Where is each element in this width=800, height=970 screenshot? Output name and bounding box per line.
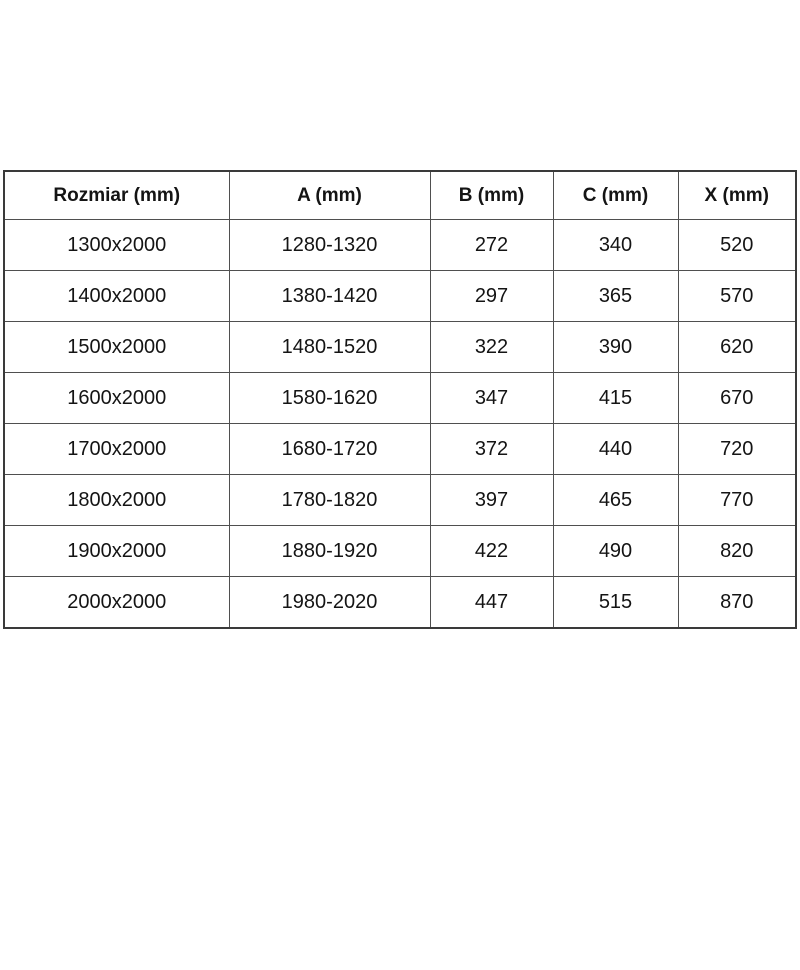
table-cell: 2000x2000 bbox=[3, 576, 230, 629]
table-cell: 570 bbox=[677, 270, 797, 322]
table-cell: 422 bbox=[429, 525, 554, 577]
table-row: 1500x2000 1480-1520 322 390 620 bbox=[3, 321, 797, 373]
table-cell: 1380-1420 bbox=[228, 270, 431, 322]
table-row: 1300x2000 1280-1320 272 340 520 bbox=[3, 219, 797, 271]
column-header: B (mm) bbox=[429, 170, 554, 220]
table-row: 1600x2000 1580-1620 347 415 670 bbox=[3, 372, 797, 424]
table-cell: 1680-1720 bbox=[228, 423, 431, 475]
table-cell: 1900x2000 bbox=[3, 525, 230, 577]
table-cell: 1600x2000 bbox=[3, 372, 230, 424]
table-cell: 297 bbox=[429, 270, 554, 322]
table-cell: 1480-1520 bbox=[228, 321, 431, 373]
table-cell: 1700x2000 bbox=[3, 423, 230, 475]
table-cell: 490 bbox=[552, 525, 679, 577]
size-chart-table: Rozmiar (mm) A (mm) B (mm) C (mm) X (mm) 130… bbox=[3, 170, 797, 629]
table-row: 1900x2000 1880-1920 422 490 820 bbox=[3, 525, 797, 577]
table-cell: 322 bbox=[429, 321, 554, 373]
table-cell: 272 bbox=[429, 219, 554, 271]
table-header: Rozmiar (mm) A (mm) B (mm) C (mm) X (mm) bbox=[3, 170, 797, 220]
table-cell: 365 bbox=[552, 270, 679, 322]
header-row: Rozmiar (mm) A (mm) B (mm) C (mm) X (mm) bbox=[3, 170, 797, 220]
table-cell: 372 bbox=[429, 423, 554, 475]
table-cell: 1400x2000 bbox=[3, 270, 230, 322]
table-row: 1700x2000 1680-1720 372 440 720 bbox=[3, 423, 797, 475]
table-cell: 720 bbox=[677, 423, 797, 475]
table-cell: 1780-1820 bbox=[228, 474, 431, 526]
table-cell: 770 bbox=[677, 474, 797, 526]
table-cell: 347 bbox=[429, 372, 554, 424]
table-cell: 870 bbox=[677, 576, 797, 629]
column-header: X (mm) bbox=[677, 170, 797, 220]
table-body: 1300x2000 1280-1320 272 340 520 1400x2000 1380… bbox=[3, 219, 797, 629]
table-cell: 1300x2000 bbox=[3, 219, 230, 271]
table-cell: 670 bbox=[677, 372, 797, 424]
table-cell: 447 bbox=[429, 576, 554, 629]
table-cell: 415 bbox=[552, 372, 679, 424]
table-cell: 1880-1920 bbox=[228, 525, 431, 577]
table-cell: 1800x2000 bbox=[3, 474, 230, 526]
table-cell: 465 bbox=[552, 474, 679, 526]
table-row: 1400x2000 1380-1420 297 365 570 bbox=[3, 270, 797, 322]
column-header: A (mm) bbox=[228, 170, 431, 220]
table-cell: 820 bbox=[677, 525, 797, 577]
table-cell: 515 bbox=[552, 576, 679, 629]
table-cell: 1500x2000 bbox=[3, 321, 230, 373]
table-cell: 397 bbox=[429, 474, 554, 526]
table-row: 2000x2000 1980-2020 447 515 870 bbox=[3, 576, 797, 629]
table-cell: 520 bbox=[677, 219, 797, 271]
table-row: 1800x2000 1780-1820 397 465 770 bbox=[3, 474, 797, 526]
table-cell: 620 bbox=[677, 321, 797, 373]
table-cell: 440 bbox=[552, 423, 679, 475]
table-cell: 1580-1620 bbox=[228, 372, 431, 424]
table-cell: 340 bbox=[552, 219, 679, 271]
column-header: Rozmiar (mm) bbox=[3, 170, 230, 220]
table-cell: 390 bbox=[552, 321, 679, 373]
table-cell: 1280-1320 bbox=[228, 219, 431, 271]
table-cell: 1980-2020 bbox=[228, 576, 431, 629]
column-header: C (mm) bbox=[552, 170, 679, 220]
